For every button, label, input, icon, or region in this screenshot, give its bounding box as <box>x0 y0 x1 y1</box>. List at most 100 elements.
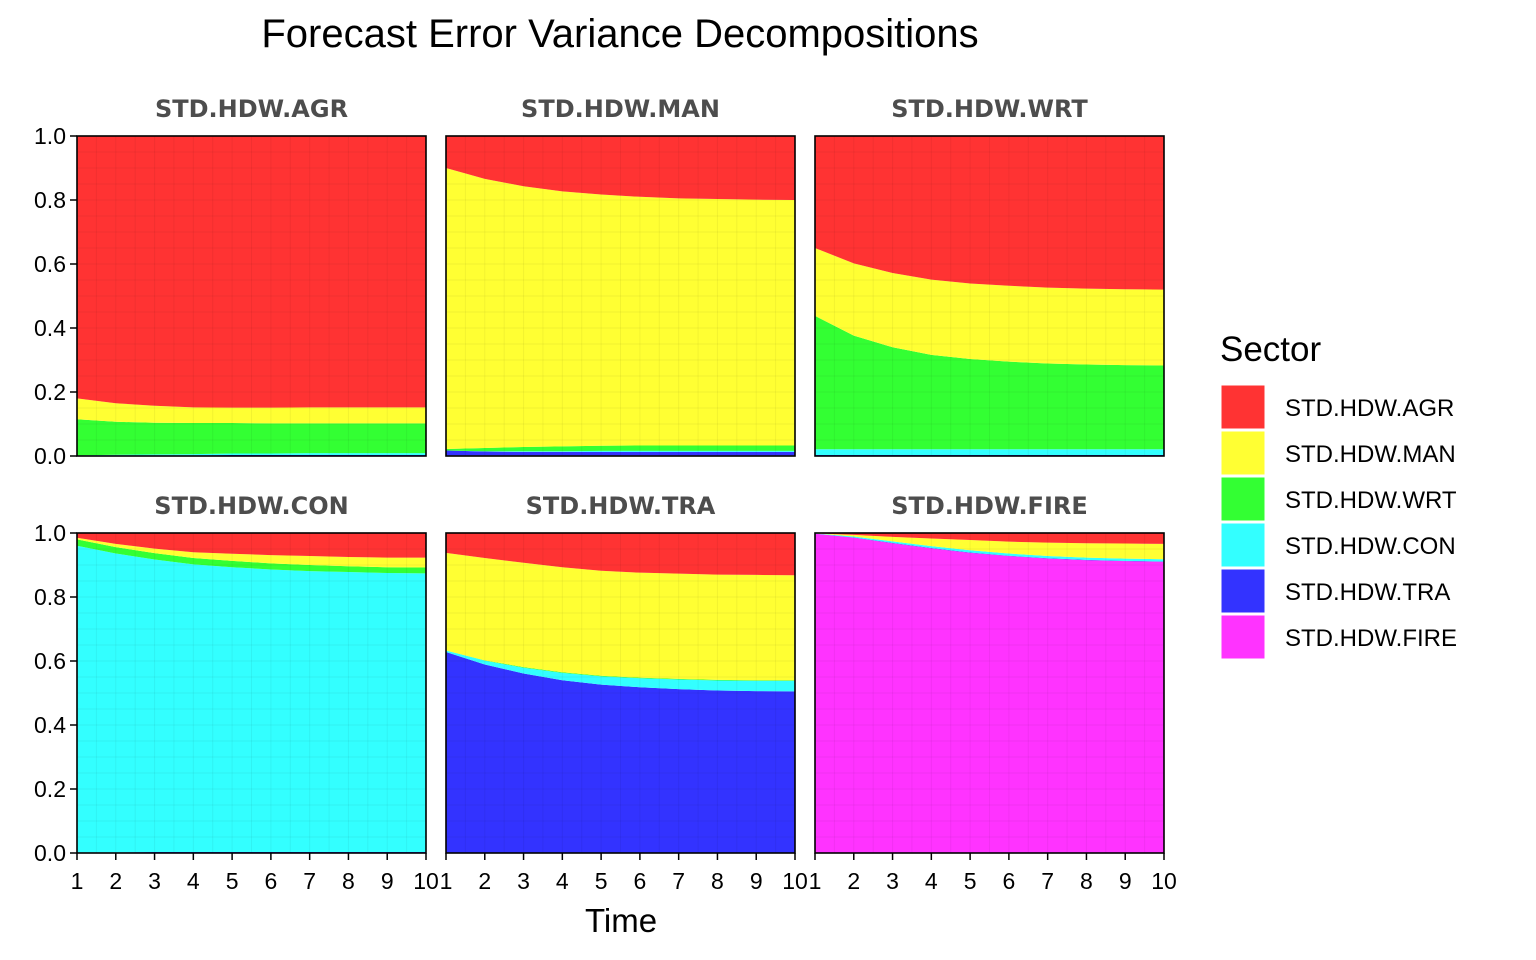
y-tick-label: 0.2 <box>34 379 66 405</box>
x-axis-label: Time <box>585 902 657 939</box>
x-tick-label: 10 <box>1151 868 1177 894</box>
panel-std-hdw-con: STD.HDW.CON 0.0 0.2 0.4 0.6 0.8 1.0 1 2 3 4 5 6 7 8 9 10 <box>34 492 439 894</box>
area-std-hdw-agr <box>77 136 426 408</box>
x-tick-label: 2 <box>478 868 491 894</box>
area-std-hdw-man <box>446 168 795 449</box>
legend-item-std-hdw-con: STD.HDW.CON <box>1220 522 1456 568</box>
x-tick-label: 3 <box>517 868 530 894</box>
x-tick-label: 8 <box>1080 868 1093 894</box>
legend: Sector STD.HDW.AGR STD.HDW.MAN STD.HDW.WRT… <box>1220 330 1457 660</box>
panel-std-hdw-tra: STD.HDW.TRA 1 2 3 4 5 6 7 8 9 10 <box>440 492 808 894</box>
x-tick-label: 7 <box>1041 868 1054 894</box>
x-tick-label: 5 <box>595 868 608 894</box>
legend-item-std-hdw-tra: STD.HDW.TRA <box>1220 568 1450 614</box>
x-tick-label: 1 <box>809 868 822 894</box>
panel-std-hdw-fire: STD.HDW.FIRE 1 2 3 4 5 6 7 8 9 10 <box>809 492 1177 894</box>
chart-title: Forecast Error Variance Decompositions <box>261 12 979 56</box>
grid <box>814 135 1165 457</box>
panel-title: STD.HDW.FIRE <box>891 492 1088 520</box>
area-std-hdw-man <box>77 398 426 424</box>
x-axis: 1 2 3 4 5 6 7 8 9 10 <box>440 853 808 894</box>
x-tick-label: 4 <box>556 868 569 894</box>
area-std-hdw-fire <box>815 533 1164 853</box>
x-tick-label: 4 <box>187 868 200 894</box>
area-std-hdw-man <box>77 537 426 568</box>
grid <box>76 135 427 457</box>
x-tick-label: 7 <box>303 868 316 894</box>
legend-swatch <box>1220 430 1266 476</box>
panels: STD.HDW.AGR 0.0 0.2 0.4 0.6 0.8 1.0 STD.HDW.MAN… <box>34 95 1177 894</box>
legend-item-std-hdw-fire: STD.HDW.FIRE <box>1220 614 1457 660</box>
legend-label: STD.HDW.TRA <box>1285 579 1450 606</box>
y-tick-label: 0.8 <box>34 584 66 610</box>
area-std-hdw-man <box>815 533 1164 560</box>
panel-std-hdw-agr: STD.HDW.AGR 0.0 0.2 0.4 0.6 0.8 1.0 <box>34 95 427 469</box>
y-axis: 0.0 0.2 0.4 0.6 0.8 1.0 <box>34 123 77 469</box>
x-tick-label: 3 <box>148 868 161 894</box>
area-std-hdw-con <box>446 650 795 692</box>
x-tick-label: 4 <box>925 868 938 894</box>
area-std-hdw-man <box>815 248 1164 366</box>
area-std-hdw-tra <box>446 450 795 456</box>
legend-title: Sector <box>1220 330 1321 369</box>
x-tick-label: 9 <box>750 868 763 894</box>
panel-border <box>76 135 427 457</box>
legend-label: STD.HDW.MAN <box>1285 441 1456 468</box>
x-tick-label: 1 <box>440 868 453 894</box>
y-tick-label: 0.8 <box>34 187 66 213</box>
y-tick-label: 0.4 <box>34 712 66 738</box>
panel-border <box>76 532 427 854</box>
area-std-hdw-man <box>446 552 795 681</box>
legend-label: STD.HDW.WRT <box>1285 487 1457 514</box>
legend-item-std-hdw-man: STD.HDW.MAN <box>1220 430 1456 476</box>
x-tick-label: 9 <box>381 868 394 894</box>
panel-border <box>445 135 796 457</box>
y-tick-label: 0.4 <box>34 315 66 341</box>
x-tick-label: 6 <box>633 868 646 894</box>
x-tick-label: 9 <box>1119 868 1132 894</box>
x-tick-label: 10 <box>782 868 808 894</box>
panel-title: STD.HDW.AGR <box>155 95 348 123</box>
area-std-hdw-agr <box>815 533 1164 544</box>
x-tick-label: 1 <box>71 868 84 894</box>
legend-swatch <box>1220 384 1266 430</box>
y-tick-label: 0.0 <box>34 840 66 866</box>
area-std-hdw-con <box>77 453 426 456</box>
x-tick-label: 5 <box>964 868 977 894</box>
area-std-hdw-tra <box>446 652 795 853</box>
area-std-hdw-agr <box>77 533 426 558</box>
panel-border <box>445 532 796 854</box>
panel-std-hdw-wrt: STD.HDW.WRT <box>814 95 1165 457</box>
legend-label: STD.HDW.FIRE <box>1285 625 1457 652</box>
legend-swatch <box>1220 614 1266 660</box>
legend-swatch <box>1220 476 1266 522</box>
panel-title: STD.HDW.TRA <box>526 492 716 520</box>
y-tick-label: 0.6 <box>34 251 66 277</box>
area-std-hdw-agr <box>446 136 795 200</box>
area-std-hdw-agr <box>446 533 795 576</box>
panel-border <box>814 135 1165 457</box>
legend-swatch <box>1220 568 1266 614</box>
x-tick-label: 2 <box>109 868 122 894</box>
x-tick-label: 8 <box>342 868 355 894</box>
legend-label: STD.HDW.CON <box>1285 533 1456 560</box>
panel-title: STD.HDW.CON <box>154 492 348 520</box>
legend-item-std-hdw-wrt: STD.HDW.WRT <box>1220 476 1457 522</box>
y-tick-label: 0.2 <box>34 776 66 802</box>
y-tick-label: 0.6 <box>34 648 66 674</box>
panel-std-hdw-man: STD.HDW.MAN <box>445 95 796 457</box>
y-axis: 0.0 0.2 0.4 0.6 0.8 1.0 <box>34 520 77 866</box>
area-std-hdw-wrt <box>77 539 426 574</box>
x-tick-label: 2 <box>847 868 860 894</box>
area-std-hdw-con <box>815 449 1164 456</box>
x-tick-label: 6 <box>1002 868 1015 894</box>
x-tick-label: 10 <box>413 868 439 894</box>
x-tick-label: 7 <box>672 868 685 894</box>
x-tick-label: 6 <box>264 868 277 894</box>
y-tick-label: 0.0 <box>34 443 66 469</box>
x-tick-label: 8 <box>711 868 724 894</box>
legend-item-std-hdw-agr: STD.HDW.AGR <box>1220 384 1454 430</box>
x-axis: 1 2 3 4 5 6 7 8 9 10 <box>71 853 439 894</box>
grid <box>814 532 1165 854</box>
